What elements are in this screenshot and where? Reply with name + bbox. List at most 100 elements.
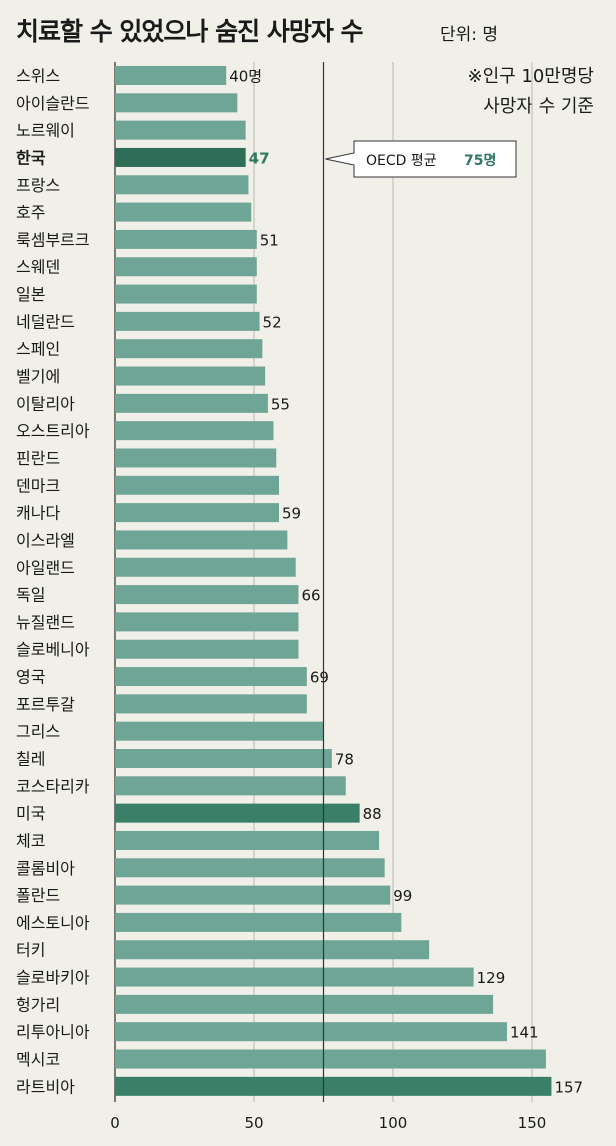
bar-28 bbox=[115, 830, 380, 850]
x-tick-label: 150 bbox=[518, 1114, 547, 1132]
bar-27 bbox=[115, 803, 360, 823]
value-label: 129 bbox=[477, 969, 506, 987]
bar-0 bbox=[115, 66, 227, 85]
bar-3 bbox=[115, 147, 246, 167]
bar-33 bbox=[115, 967, 474, 987]
bar-22 bbox=[115, 667, 307, 687]
bar-4 bbox=[115, 175, 249, 195]
category-label: 덴마크 bbox=[16, 476, 60, 495]
category-label: 스웨덴 bbox=[16, 258, 60, 277]
category-label: 리투아니아 bbox=[16, 1023, 90, 1042]
category-label: 이스라엘 bbox=[16, 531, 75, 550]
chart-unit: 단위: 명 bbox=[440, 25, 499, 45]
category-label: 콜롬비아 bbox=[16, 859, 75, 878]
bar-30 bbox=[115, 885, 391, 905]
value-label: 141 bbox=[510, 1024, 539, 1042]
category-label: 포르투갈 bbox=[16, 695, 75, 714]
category-label: 스위스 bbox=[16, 67, 60, 86]
value-label: 99 bbox=[393, 887, 412, 905]
oecd-average-value: 75명 bbox=[464, 152, 496, 169]
bar-23 bbox=[115, 694, 307, 714]
category-label: 일본 bbox=[16, 285, 45, 304]
category-label: 미국 bbox=[16, 804, 45, 823]
value-label: 157 bbox=[554, 1078, 583, 1096]
value-label: 88 bbox=[363, 805, 382, 823]
category-label: 영국 bbox=[16, 668, 45, 687]
category-label: 노르웨이 bbox=[16, 121, 75, 140]
category-label: 헝가리 bbox=[16, 995, 60, 1014]
category-label: 룩셈부르크 bbox=[16, 230, 90, 249]
value-label: 59 bbox=[282, 505, 301, 523]
bar-34 bbox=[115, 994, 494, 1014]
bar-7 bbox=[115, 257, 257, 277]
category-label: 터키 bbox=[16, 941, 45, 960]
bar-17 bbox=[115, 530, 288, 550]
category-label: 슬로베니아 bbox=[16, 640, 90, 659]
bar-31 bbox=[115, 912, 402, 932]
bar-13 bbox=[115, 421, 274, 441]
chart-note: ※인구 10만명당 사망자 수 기준 bbox=[467, 62, 594, 122]
category-label: 오스트리아 bbox=[16, 422, 90, 441]
chart-note-line2: 사망자 수 기준 bbox=[483, 96, 594, 117]
bar-14 bbox=[115, 448, 277, 468]
oecd-average-label: OECD 평균 bbox=[366, 153, 437, 169]
category-label: 아일랜드 bbox=[16, 558, 75, 577]
category-label: 폴란드 bbox=[16, 886, 60, 905]
bar-16 bbox=[115, 503, 280, 523]
bar-20 bbox=[115, 612, 299, 632]
category-label: 코스타리카 bbox=[16, 777, 90, 796]
value-label: 52 bbox=[263, 313, 282, 331]
bar-36 bbox=[115, 1049, 546, 1069]
bar-26 bbox=[115, 776, 346, 796]
value-label: 51 bbox=[260, 231, 279, 249]
bar-35 bbox=[115, 1022, 507, 1042]
category-label: 프랑스 bbox=[16, 176, 60, 195]
bar-29 bbox=[115, 858, 385, 878]
bar-24 bbox=[115, 721, 324, 741]
bar-12 bbox=[115, 393, 268, 413]
bar-25 bbox=[115, 749, 332, 768]
category-label: 캐나다 bbox=[16, 504, 60, 523]
bar-18 bbox=[115, 557, 296, 577]
bar-2 bbox=[115, 120, 246, 140]
category-label: 호주 bbox=[16, 203, 45, 222]
value-label: 40명 bbox=[229, 68, 262, 86]
bar-32 bbox=[115, 940, 430, 960]
bar-11 bbox=[115, 366, 266, 386]
value-label: 47 bbox=[249, 149, 270, 167]
value-label: 66 bbox=[301, 587, 320, 605]
value-label: 78 bbox=[335, 751, 354, 769]
bar-6 bbox=[115, 229, 257, 249]
chart-title: 치료할 수 있었으나 숨진 사망자 수 bbox=[16, 17, 364, 46]
category-label: 그리스 bbox=[16, 722, 60, 741]
x-tick-label: 0 bbox=[110, 1114, 120, 1132]
value-label: 55 bbox=[271, 395, 290, 413]
value-label: 69 bbox=[310, 669, 329, 687]
category-label: 스페인 bbox=[16, 340, 60, 359]
category-label: 슬로바키아 bbox=[16, 968, 90, 987]
category-label: 핀란드 bbox=[16, 449, 60, 468]
bar-8 bbox=[115, 284, 257, 304]
category-label: 라트비아 bbox=[16, 1077, 75, 1096]
bar-21 bbox=[115, 639, 299, 659]
category-label: 이탈리아 bbox=[16, 394, 75, 413]
category-label: 아이슬란드 bbox=[16, 94, 90, 113]
x-tick-label: 100 bbox=[379, 1114, 408, 1132]
category-label: 독일 bbox=[16, 586, 45, 605]
bar-10 bbox=[115, 339, 263, 359]
category-label: 네덜란드 bbox=[16, 312, 75, 331]
bar-37 bbox=[115, 1076, 552, 1096]
bar-1 bbox=[115, 93, 238, 113]
chart-note-line1: ※인구 10만명당 bbox=[467, 66, 594, 87]
bar-15 bbox=[115, 475, 280, 495]
category-label: 벨기에 bbox=[16, 367, 60, 386]
category-label: 체코 bbox=[16, 831, 45, 850]
category-label: 멕시코 bbox=[16, 1050, 60, 1069]
bar-19 bbox=[115, 585, 299, 605]
category-label: 뉴질랜드 bbox=[16, 613, 75, 632]
oecd-average-callout bbox=[325, 140, 517, 178]
bar-9 bbox=[115, 311, 260, 331]
category-label: 칠레 bbox=[16, 750, 45, 769]
x-tick-label: 50 bbox=[244, 1114, 263, 1132]
